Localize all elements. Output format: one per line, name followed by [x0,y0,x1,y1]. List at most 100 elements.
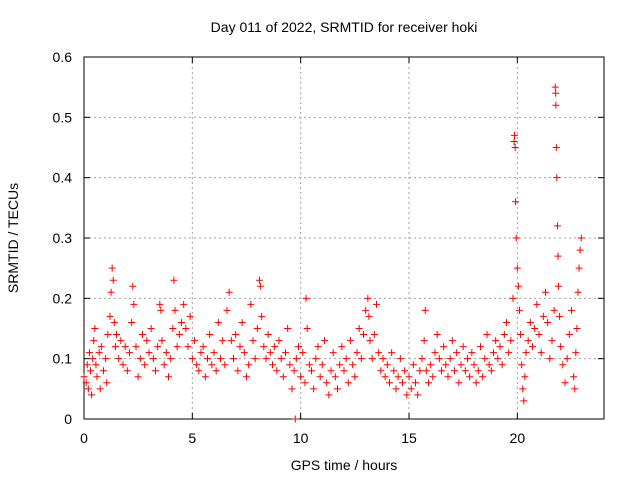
data-point [517,331,525,339]
data-point [132,343,140,351]
data-point [325,391,333,399]
data-point [544,318,552,326]
data-point [275,337,283,345]
data-point [521,373,529,381]
data-point [329,349,337,357]
data-point [336,361,344,369]
data-point [418,355,426,363]
data-point [308,367,315,375]
data-point [201,373,209,381]
data-point [165,373,172,381]
y-tick-label: 0.2 [53,290,73,306]
data-point [258,312,266,320]
data-point [121,343,129,351]
data-point [572,349,580,357]
data-point [169,325,177,332]
data-point [145,349,153,357]
data-point [412,379,419,387]
data-point [195,367,203,375]
x-axis-label: GPS time / hours [291,457,398,473]
data-point [303,325,311,332]
data-point [357,355,365,363]
data-point [468,349,476,357]
data-point [331,373,339,381]
data-point [522,349,530,357]
y-axis-label: SRMTID / TECUs [5,183,21,293]
data-point [388,349,396,357]
data-point [520,397,528,405]
data-point [533,300,541,308]
data-point [310,385,318,393]
y-tick-label: 0 [64,411,72,427]
data-point [552,144,560,151]
data-point [368,355,376,363]
data-point [84,385,92,393]
data-point [407,385,415,393]
data-point [243,373,250,381]
data-point [453,349,461,357]
data-point [512,234,520,242]
data-point [139,331,146,339]
data-point [526,318,534,326]
data-point [180,300,188,308]
data-point [559,361,567,369]
data-point [362,306,370,314]
data-point [512,198,520,206]
data-point [457,361,465,369]
data-point [245,361,253,369]
data-point [290,367,298,375]
x-tick-label: 20 [510,430,526,446]
data-point [80,373,88,381]
data-point [553,222,561,230]
data-point [514,282,522,290]
data-point [390,367,398,375]
data-point [503,318,510,326]
data-point [576,246,584,254]
data-point [500,331,508,339]
data-point [92,361,100,369]
data-point [451,367,458,375]
data-point [143,337,151,345]
data-point [355,325,363,332]
data-point [472,379,480,387]
data-point [511,144,519,151]
data-point [555,282,562,290]
data-point [271,343,279,351]
data-point [353,349,361,357]
data-point [573,325,581,332]
data-point [551,83,559,91]
data-point [373,300,380,308]
data-point [221,361,229,369]
data-point [347,337,354,345]
data-point [107,288,115,296]
data-point [236,343,244,351]
data-point [546,355,554,363]
data-point [126,349,133,357]
data-point [210,349,218,357]
data-point [234,367,242,375]
data-point [130,300,138,308]
data-point [238,318,246,326]
data-point [110,318,118,326]
data-point [269,361,276,369]
data-point [318,361,326,369]
data-point [160,361,168,369]
data-point [431,349,439,357]
data-point [93,373,101,381]
data-point [204,355,211,363]
data-point [249,337,257,345]
data-point [429,373,437,381]
data-point [396,355,404,363]
data-point [282,349,289,357]
data-point [574,288,582,296]
data-point [351,373,359,381]
data-point [552,89,560,97]
data-point [496,343,504,351]
data-point [492,337,500,345]
data-point [171,306,179,314]
data-point [297,373,305,381]
data-point [113,331,120,339]
data-point [464,355,471,363]
data-point [182,325,190,332]
